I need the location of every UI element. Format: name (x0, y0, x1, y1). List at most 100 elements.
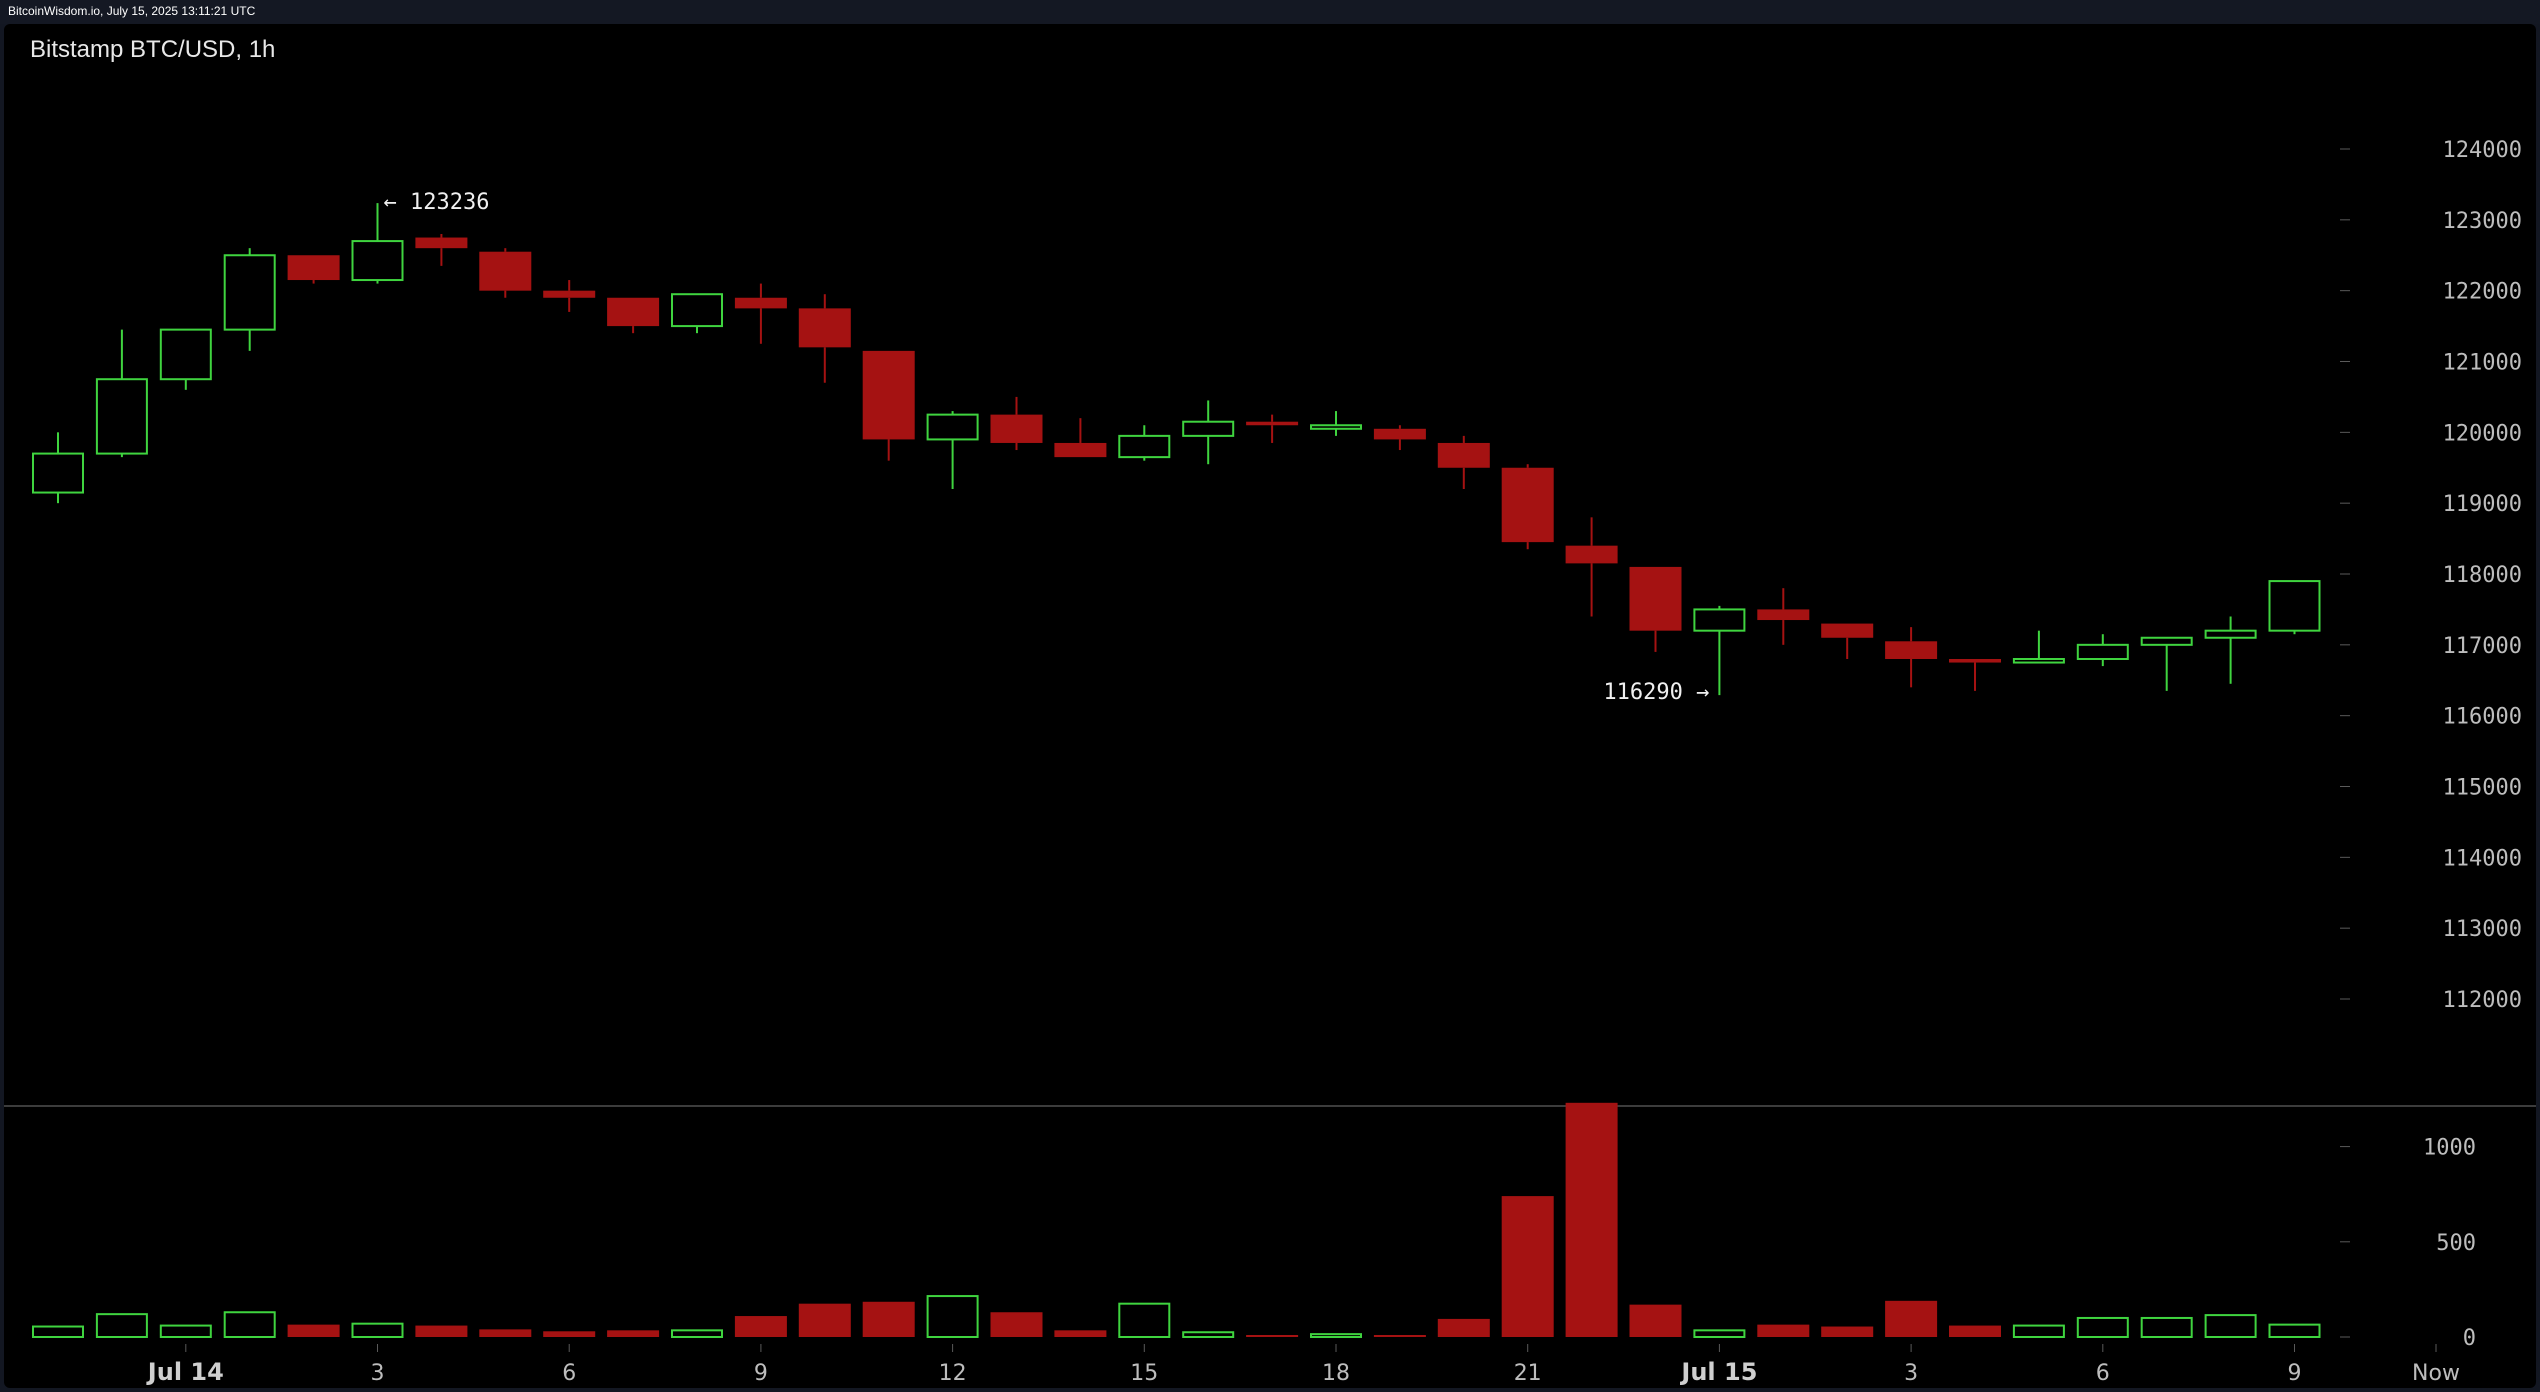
candle[interactable] (543, 280, 596, 312)
candle[interactable] (32, 432, 84, 504)
price-tick-label: 113000 (2443, 917, 2522, 942)
time-tick-label: 15 (1130, 1361, 1158, 1386)
price-tick-label: 121000 (2443, 351, 2522, 376)
candle[interactable] (734, 283, 787, 344)
candle[interactable] (1310, 411, 1362, 436)
candle-body (1885, 641, 1938, 659)
time-tick-label: 12 (939, 1361, 967, 1386)
candle-body (926, 413, 979, 441)
price-tick-label: 120000 (2443, 421, 2522, 446)
candle-body (415, 237, 468, 249)
volume-bar (415, 1325, 468, 1337)
candle[interactable] (287, 255, 340, 284)
volume-bar (159, 1324, 212, 1339)
candle[interactable] (479, 248, 532, 298)
time-tick-label: Jul 14 (146, 1358, 224, 1386)
candle[interactable] (2076, 634, 2129, 667)
candle[interactable] (1054, 418, 1107, 458)
candle[interactable] (95, 329, 148, 458)
volume-bar (2268, 1323, 2321, 1339)
volume-bar (926, 1295, 979, 1338)
candle[interactable] (671, 293, 723, 334)
candle-body (1693, 608, 1746, 632)
volume-bar (1949, 1325, 2001, 1337)
top-bar: BitcoinWisdom.io, July 15, 2025 13:11:21… (0, 0, 2540, 24)
volume-bar (1501, 1196, 1554, 1337)
candle-body (95, 378, 148, 455)
candles (32, 203, 2321, 696)
volume-bar (1757, 1324, 1810, 1337)
candle[interactable] (1118, 425, 1171, 461)
volume-bar (2140, 1316, 2193, 1338)
candle[interactable] (990, 396, 1043, 451)
candle[interactable] (1757, 588, 1810, 645)
volume-bar (287, 1324, 340, 1337)
source-timestamp: BitcoinWisdom.io, July 15, 2025 13:11:21… (8, 4, 256, 18)
candle[interactable] (1629, 566, 1682, 652)
volume-bar (1182, 1331, 1235, 1338)
price-tick-label: 115000 (2443, 776, 2522, 801)
candle[interactable] (798, 294, 851, 383)
volume-bar (2012, 1324, 2065, 1339)
extreme-price-annotation: ← 123236 (384, 190, 490, 215)
candle-body (479, 251, 532, 291)
candle[interactable] (1693, 605, 1746, 696)
candle[interactable] (1949, 659, 2001, 691)
candle-body (159, 328, 212, 381)
candle[interactable] (223, 248, 276, 351)
chart-title: Bitstamp BTC/USD, 1h (30, 36, 276, 63)
volume-bar (1693, 1329, 1746, 1339)
time-tick-label: Jul 15 (1679, 1358, 1757, 1386)
candle[interactable] (1182, 400, 1235, 465)
candle-body (1437, 442, 1490, 468)
volume-bar (1310, 1333, 1362, 1339)
time-axis: Jul 14 3 6 9 12 15 18 21 Jul 15 3 6 9 Now (146, 1344, 2460, 1386)
volume-bar (1437, 1318, 1490, 1337)
time-tick-label: 18 (1322, 1361, 1350, 1386)
volume-bar (1565, 1102, 1618, 1337)
price-tick-label: 116000 (2443, 705, 2522, 730)
volume-bar (1373, 1335, 1426, 1337)
volume-bar (223, 1311, 276, 1339)
candle-body (223, 254, 276, 331)
price-tick-label: 123000 (2443, 209, 2522, 234)
candle[interactable] (862, 350, 915, 461)
candle[interactable] (1565, 517, 1618, 617)
volume-bar (2204, 1314, 2257, 1339)
candle-body (1949, 659, 2001, 663)
candle[interactable] (1885, 627, 1938, 688)
candle[interactable] (607, 297, 660, 334)
candle[interactable] (1246, 414, 1299, 443)
candle-body (287, 255, 340, 281)
volume-bar (351, 1322, 404, 1338)
candlestick-chart[interactable]: 112000 113000 114000 115000 116000 117000 1180… (4, 24, 2536, 1388)
candle[interactable] (2012, 630, 2065, 664)
time-tick-label: 21 (1514, 1361, 1542, 1386)
candle-body (2076, 643, 2129, 660)
candle-body (351, 240, 404, 282)
candle[interactable] (1821, 623, 1874, 659)
candle-body (2012, 658, 2065, 664)
candle[interactable] (159, 328, 212, 390)
candle[interactable] (926, 411, 979, 489)
candle-body (798, 308, 851, 348)
candle-body (2140, 636, 2193, 646)
price-tick-label: 118000 (2443, 563, 2522, 588)
candle-body (1501, 467, 1554, 543)
volume-bar (1885, 1300, 1938, 1337)
candle[interactable] (351, 203, 404, 284)
price-tick-label: 122000 (2443, 280, 2522, 305)
candle[interactable] (1501, 464, 1554, 550)
price-tick-label: 124000 (2443, 138, 2522, 163)
candle-body (1246, 421, 1299, 426)
candle[interactable] (2204, 616, 2257, 684)
time-tick-label: 3 (371, 1361, 385, 1386)
candle[interactable] (1437, 435, 1490, 489)
candle[interactable] (1373, 425, 1426, 451)
candle[interactable] (2268, 580, 2321, 635)
candle[interactable] (415, 234, 468, 266)
volume-bar (95, 1313, 148, 1338)
candle-body (1565, 545, 1618, 564)
candle[interactable] (2140, 636, 2193, 691)
volume-bar (734, 1316, 787, 1337)
